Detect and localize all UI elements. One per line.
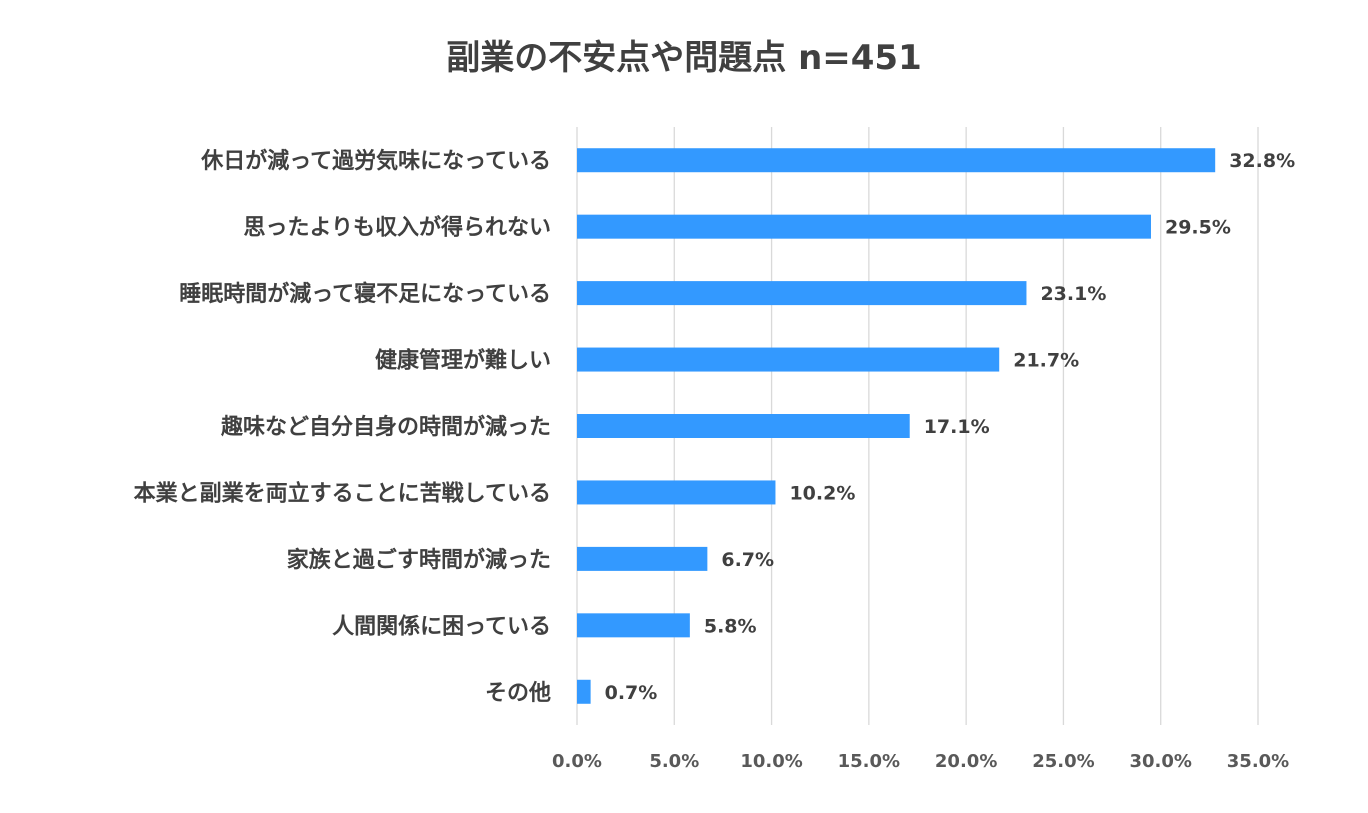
value-label: 29.5% [1165,217,1231,239]
x-tick-label: 25.0% [1032,751,1094,772]
chart-title: 副業の不安点や問題点 n=451 [446,38,922,78]
x-tick-label: 30.0% [1129,751,1191,772]
value-label: 23.1% [1040,283,1106,305]
category-label: 思ったよりも収入が得られない [243,215,551,241]
bar [577,214,1151,239]
bar [577,281,1027,306]
value-label: 17.1% [924,416,990,438]
category-label: 健康管理が難しい [375,348,551,374]
x-tick-label: 5.0% [649,751,699,772]
category-label: 本業と副業を両立することに苦戦している [134,480,551,506]
x-tick-label: 10.0% [740,751,802,772]
x-tick-label: 20.0% [935,751,997,772]
bar [577,480,776,505]
bar [577,546,708,571]
value-label: 32.8% [1229,150,1295,172]
category-label: その他 [485,681,551,706]
bar [577,148,1216,173]
category-label: 家族と過ごす時間が減った [287,547,551,573]
bar [577,414,910,438]
value-label: 21.7% [1013,350,1079,372]
category-label: 人間関係に困っている [332,614,551,639]
x-tick-label: 35.0% [1227,751,1289,772]
bar [577,613,690,638]
value-label: 5.8% [704,615,757,637]
value-label: 6.7% [721,549,774,571]
value-label: 0.7% [605,682,658,704]
bar [577,679,591,704]
category-label: 睡眠時間が減って寝不足になっている [179,281,551,307]
bar [577,347,1000,372]
value-label: 10.2% [789,482,855,504]
x-tick-label: 15.0% [838,751,900,772]
x-tick-label: 0.0% [552,751,602,772]
category-label: 休日が減って過労気味になっている [200,148,551,174]
category-label: 趣味など自分自身の時間が減った [220,414,551,440]
